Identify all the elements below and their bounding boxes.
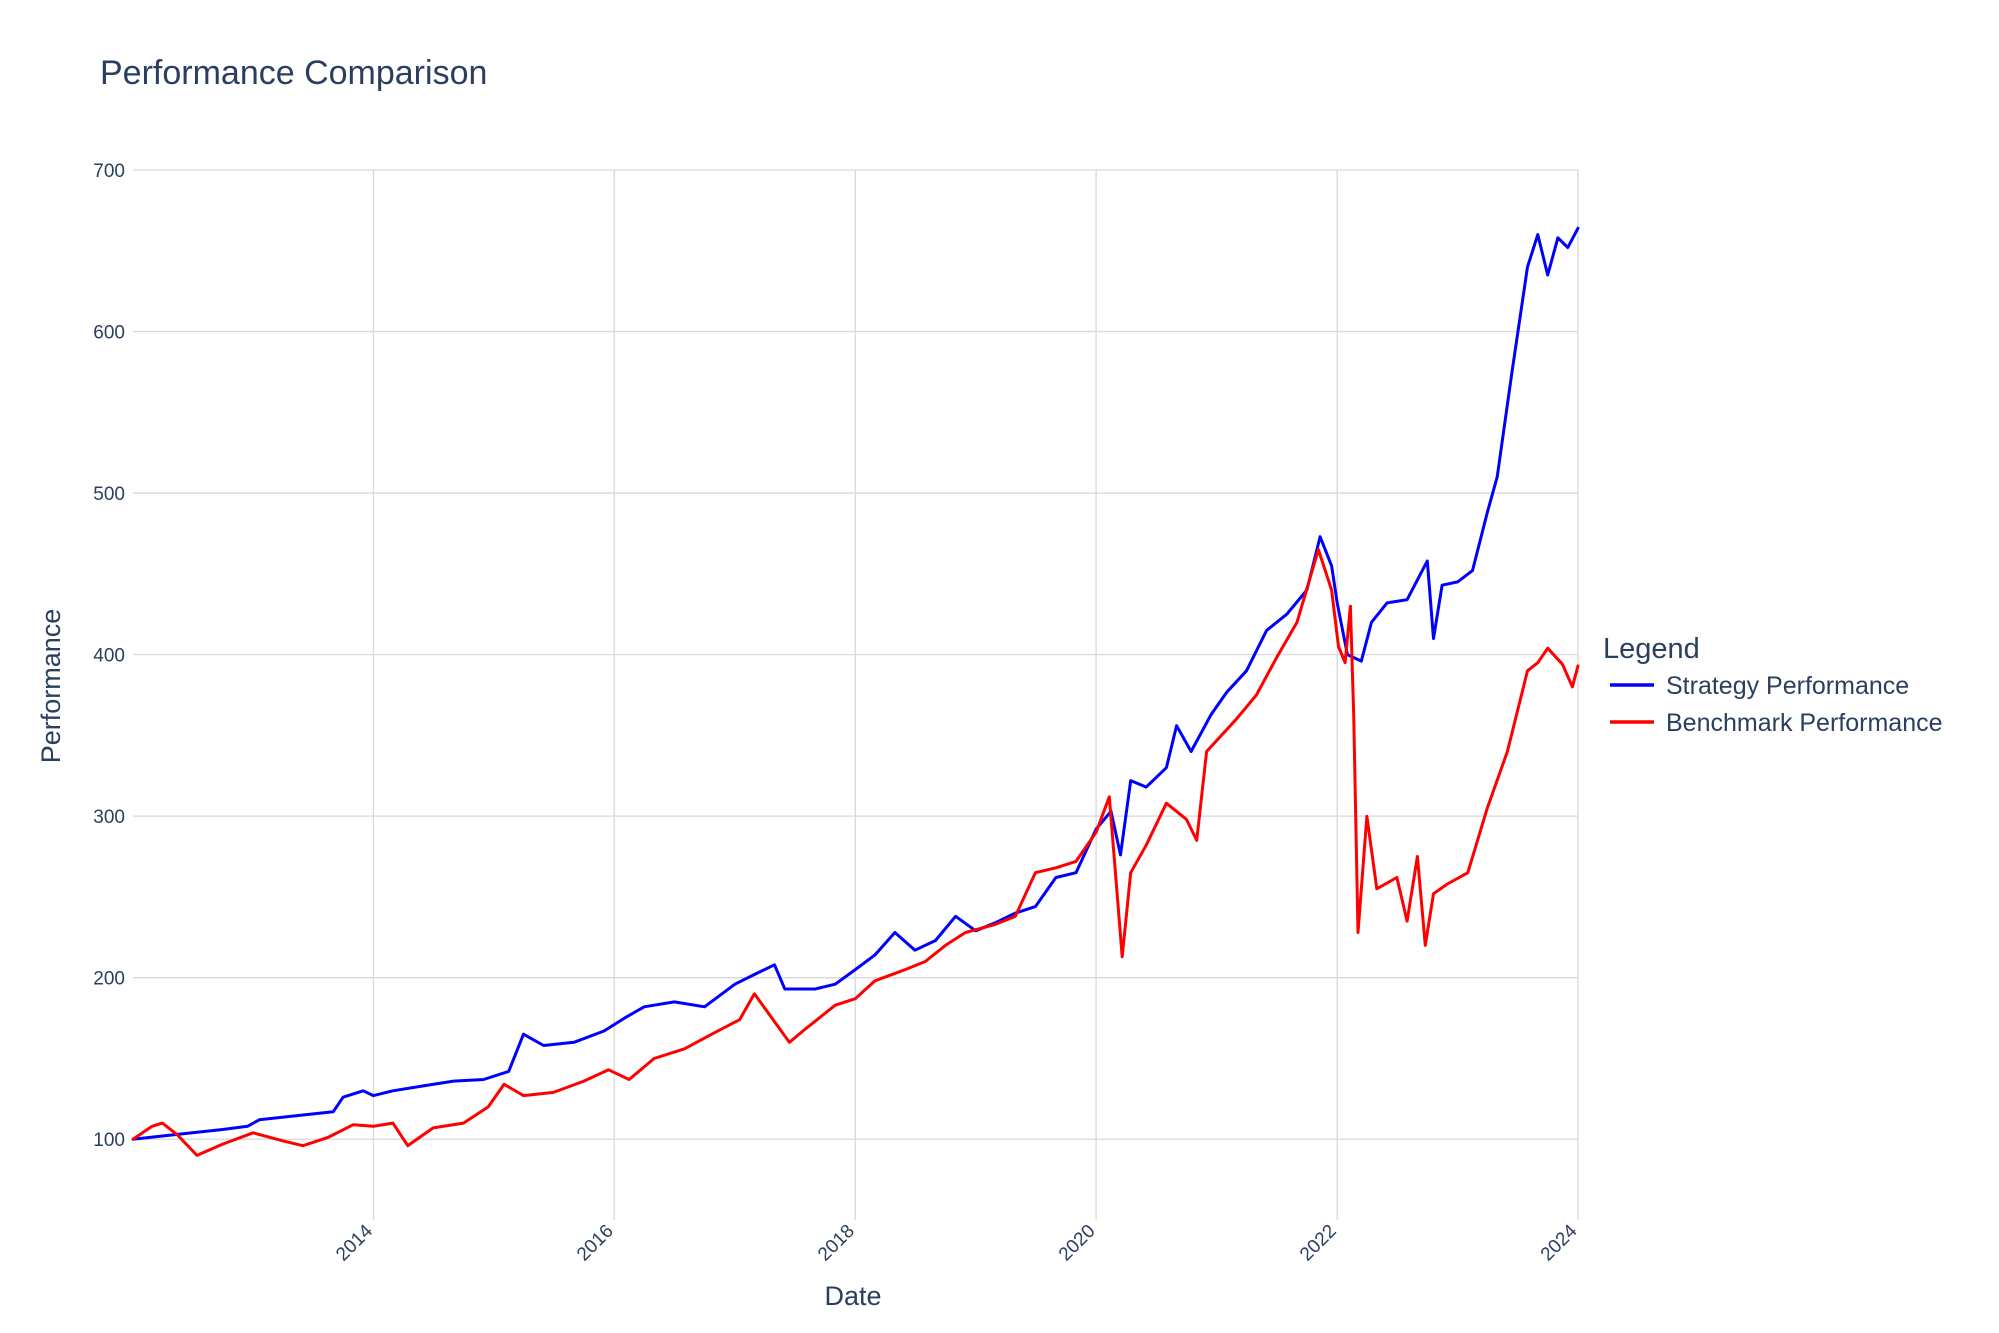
x-tick-label: 2022 [1296,1221,1341,1266]
y-tick-label: 700 [93,161,125,182]
y-axis-title: Performance [36,609,66,764]
series-line-benchmark [131,548,1580,1157]
axis-ticks: 100 200 300 400 500 600 700 2014 2016 2018 2020 202… [93,161,1582,1265]
x-tick-label: 2024 [1537,1220,1582,1265]
x-tick-label: 2020 [1055,1221,1100,1266]
legend-item-strategy[interactable]: Strategy Performance [1666,672,1909,700]
y-tick-label: 600 [93,323,125,344]
y-tick-label: 100 [93,1130,125,1151]
y-tick-label: 500 [93,484,125,505]
y-tick-label: 200 [93,969,125,990]
x-tick-label: 2016 [573,1221,618,1266]
legend-item-benchmark[interactable]: Benchmark Performance [1666,709,1943,737]
series-line-strategy [131,226,1580,1141]
legend: Legend Strategy Performance Benchmark Pe… [1603,633,1943,737]
grid-lines [133,169,1579,1220]
x-tick-label: 2014 [332,1220,377,1265]
y-tick-label: 300 [93,807,125,828]
x-axis-title: Date [824,1281,881,1311]
series-lines [131,226,1580,1157]
chart-title: Performance Comparison [100,54,487,92]
legend-title: Legend [1603,633,1700,665]
x-tick-label: 2018 [814,1221,859,1266]
y-tick-label: 400 [93,646,125,667]
